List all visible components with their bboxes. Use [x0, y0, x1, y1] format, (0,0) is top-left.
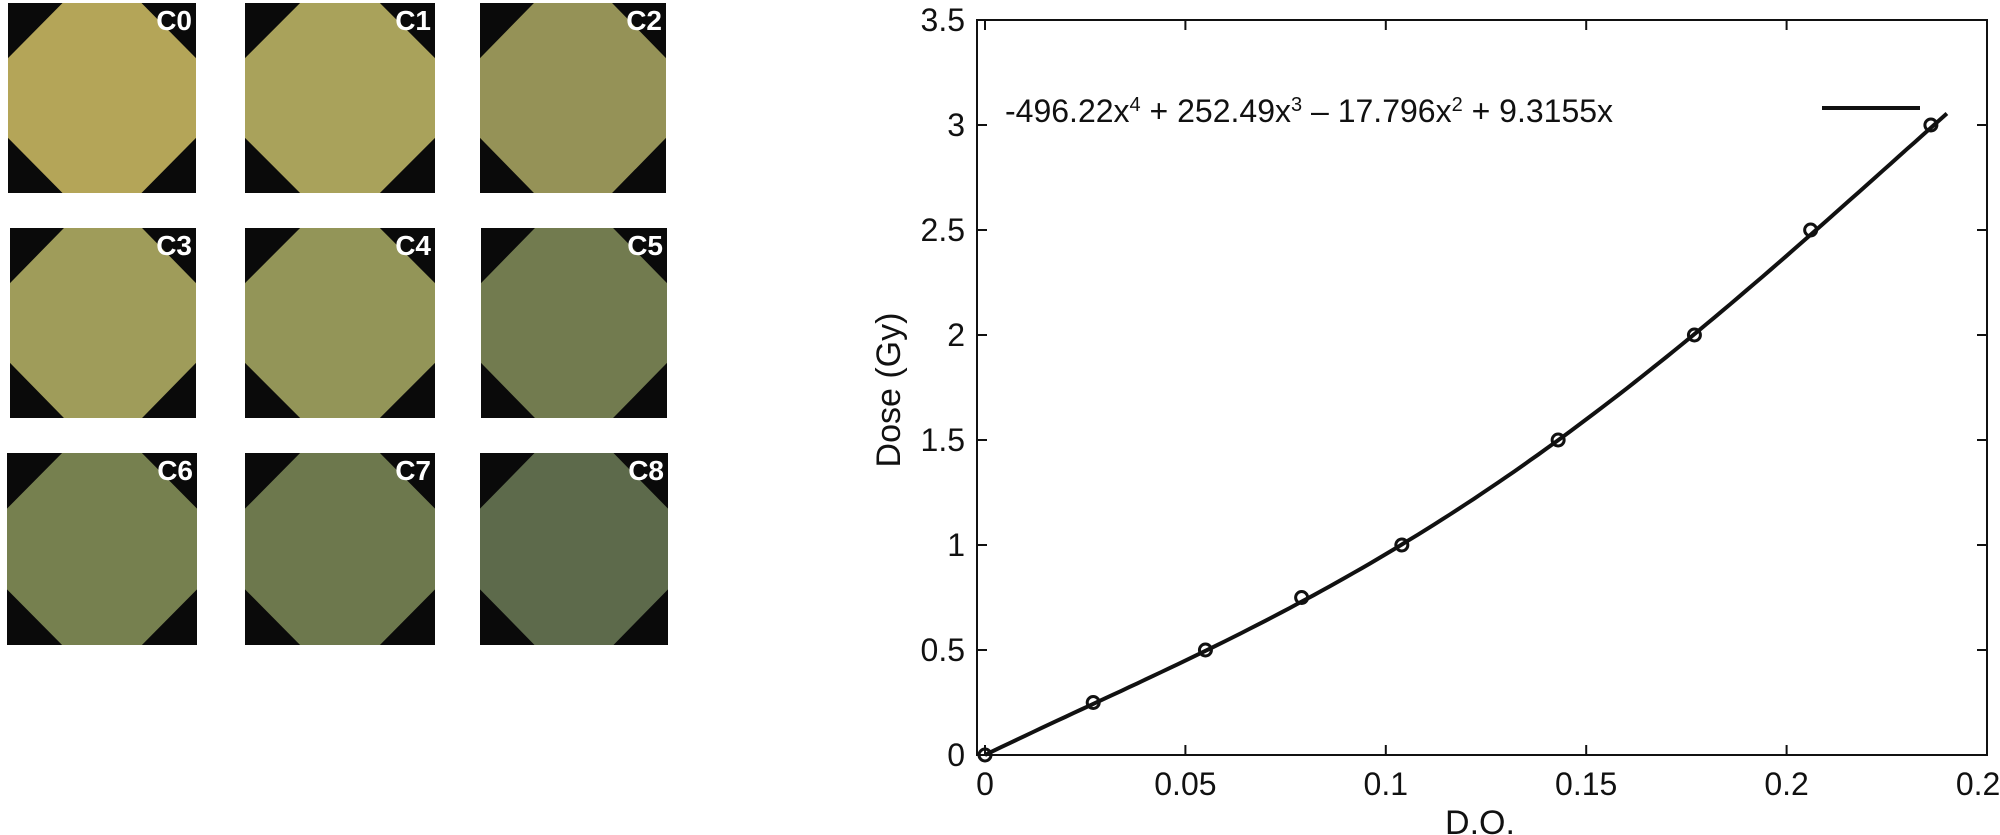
y-tick-label: 2.5 — [921, 212, 965, 248]
film-label: C5 — [627, 230, 663, 261]
film-tile: C0 — [8, 3, 196, 193]
y-axis: 0 0.5 1 1.5 2 2.5 3 3.5 — [921, 2, 1987, 773]
film-tile: C7 — [245, 453, 435, 645]
film-label: C1 — [395, 5, 431, 36]
y-tick-label: 3 — [947, 107, 965, 143]
data-point — [1923, 117, 1939, 133]
fit-term: -496.22x — [1005, 93, 1130, 129]
y-tick-label: 3.5 — [921, 2, 965, 38]
fit-term: + 9.3155x — [1463, 93, 1613, 129]
data-point — [1197, 642, 1213, 658]
film-tile: C3 — [10, 228, 196, 418]
x-tick-label: 0.15 — [1555, 766, 1617, 802]
x-tick-label: 0.25 — [1956, 766, 2000, 802]
film-tile: C2 — [480, 3, 666, 193]
film-swatch — [245, 228, 435, 418]
film-label: C4 — [395, 230, 431, 261]
film-label: C3 — [156, 230, 192, 261]
fit-curve — [984, 112, 1949, 757]
dose-calibration-chart: 0 0.05 0.1 0.15 0.2 0.25 0 0.5 1 1.5 2 2.5 3 3.5 -49… — [870, 2, 2000, 835]
film-swatch — [481, 228, 667, 418]
film-swatch — [480, 3, 666, 193]
y-tick-label: 2 — [947, 317, 965, 353]
data-point — [1394, 537, 1410, 553]
film-swatch — [7, 453, 197, 645]
film-tile: C8 — [480, 453, 668, 645]
film-tile: C1 — [245, 3, 435, 193]
film-swatch — [10, 228, 196, 418]
fit-term: – 17.796x — [1302, 93, 1451, 129]
film-swatch — [8, 3, 196, 193]
film-tile: C4 — [245, 228, 435, 418]
y-tick-label: 1.5 — [921, 422, 965, 458]
y-axis-label: Dose (Gy) — [870, 313, 908, 468]
fit-term: + 252.49x — [1141, 93, 1291, 129]
film-label: C7 — [395, 455, 431, 486]
fit-exponent: 3 — [1291, 94, 1302, 116]
data-point — [1686, 327, 1702, 343]
data-point — [1294, 590, 1310, 605]
y-tick-label: 0 — [947, 737, 965, 773]
x-tick-label: 0.05 — [1154, 766, 1216, 802]
film-tile: C6 — [7, 453, 197, 645]
film-label: C2 — [626, 5, 662, 36]
y-tick-label: 0.5 — [921, 632, 965, 668]
data-point — [1550, 432, 1566, 448]
film-label: C8 — [628, 455, 664, 486]
data-point — [1085, 695, 1101, 710]
fit-exponent: 4 — [1130, 94, 1141, 116]
data-point — [977, 747, 993, 763]
x-tick-label: 0.2 — [1764, 766, 1808, 802]
data-points — [977, 117, 1939, 763]
film-swatch — [480, 453, 668, 645]
film-label: C6 — [157, 455, 193, 486]
data-point — [1803, 222, 1819, 238]
film-swatch — [245, 3, 435, 193]
film-swatch — [245, 453, 435, 645]
y-tick-label: 1 — [947, 527, 965, 563]
x-tick-label: 0 — [976, 766, 994, 802]
film-label: C0 — [156, 5, 192, 36]
x-tick-label: 0.1 — [1364, 766, 1408, 802]
x-axis: 0 0.05 0.1 0.15 0.2 0.25 — [976, 20, 2000, 802]
plot-frame — [976, 19, 1988, 756]
x-axis-label: D.O. — [1445, 804, 1515, 835]
film-tile: C5 — [481, 228, 667, 418]
fit-equation: -496.22x4 + 252.49x3 – 17.796x2 + 9.3155… — [1005, 93, 1613, 129]
fit-exponent: 2 — [1452, 94, 1463, 116]
